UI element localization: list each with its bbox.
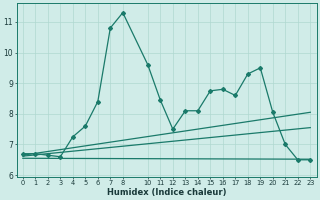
X-axis label: Humidex (Indice chaleur): Humidex (Indice chaleur)	[107, 188, 226, 197]
